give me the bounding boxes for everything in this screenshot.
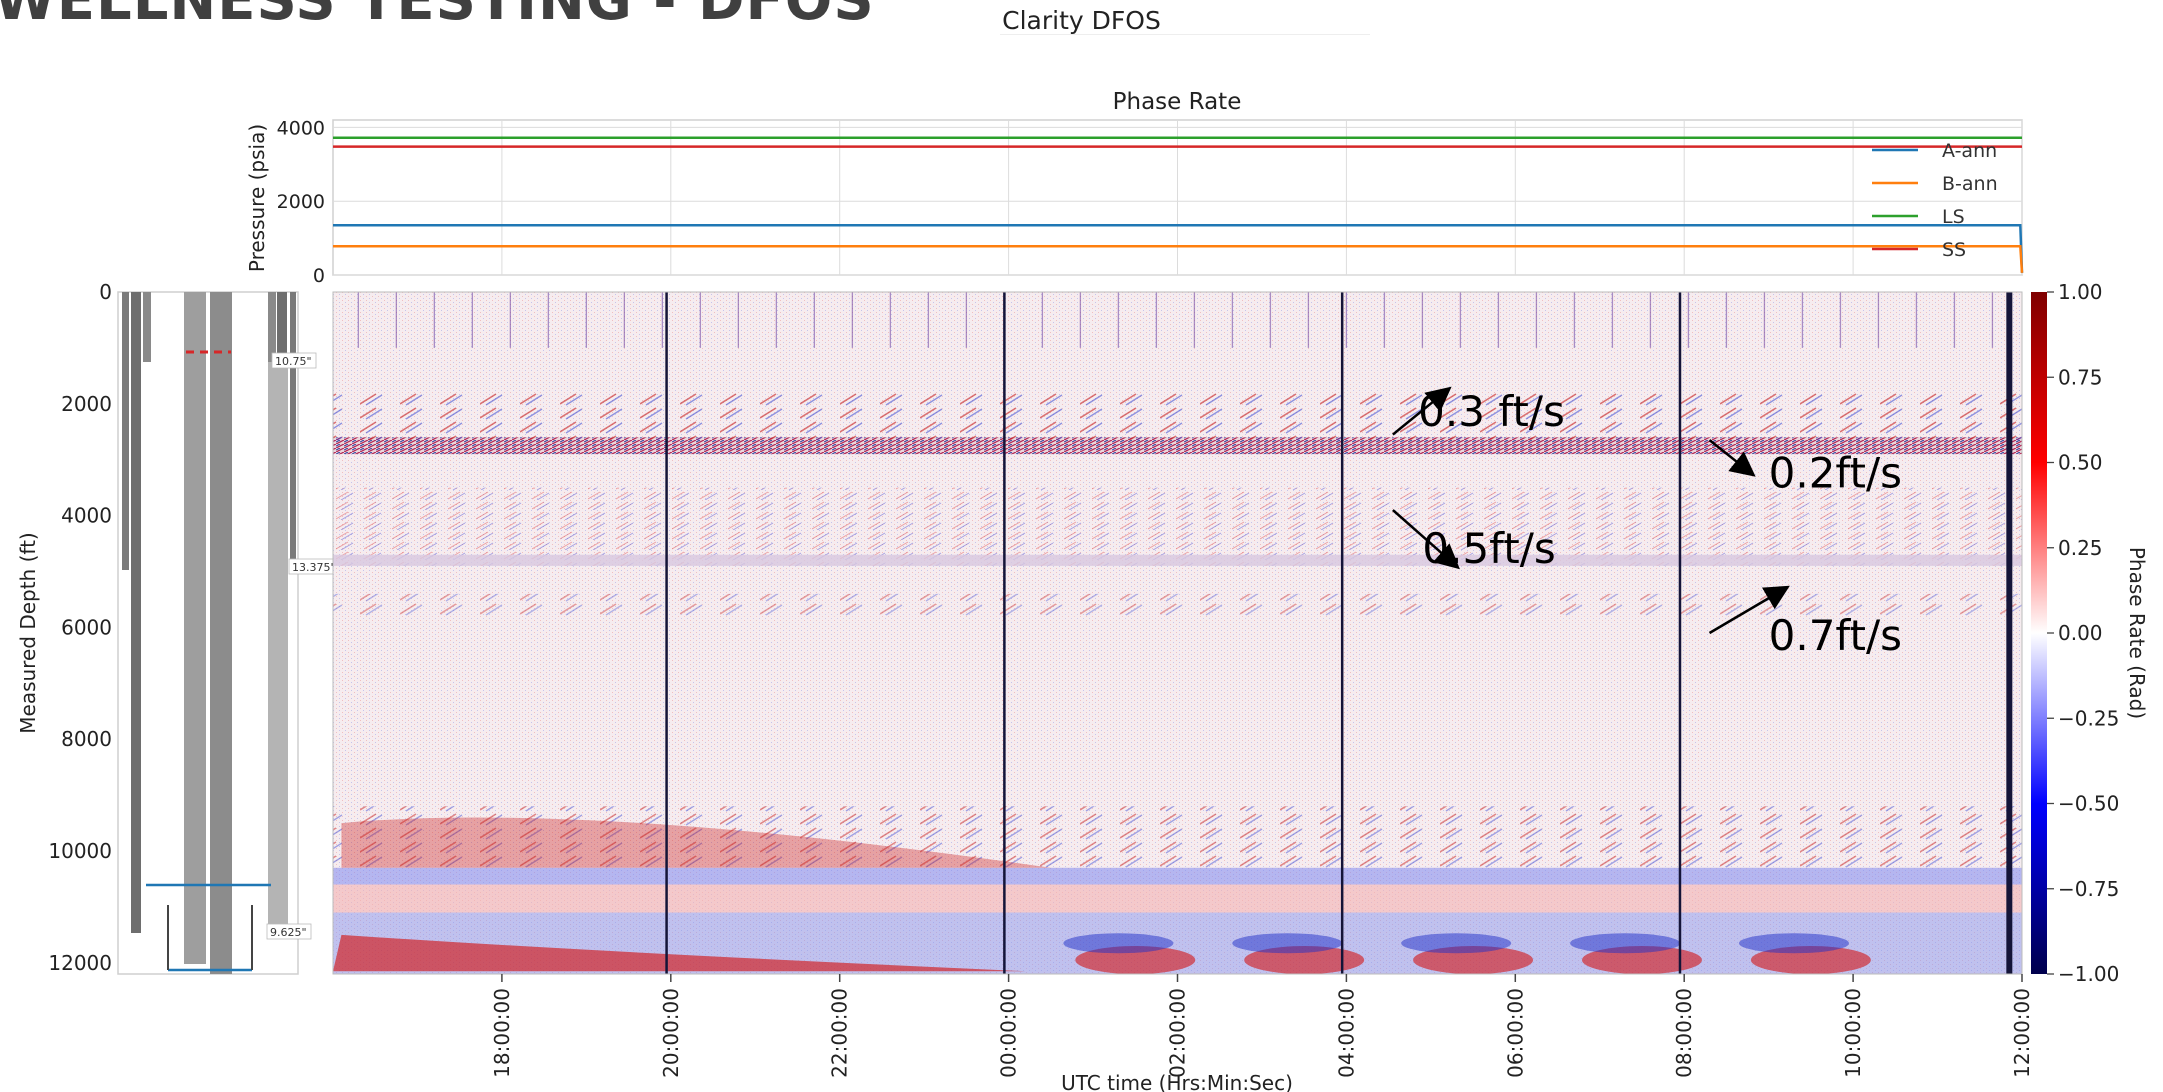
app-title: Clarity DFOS (1002, 6, 1161, 35)
time-tick-label: 10:00:00 (1841, 988, 1865, 1078)
phase-rate-waterfall: 0 2000 4000 6000 8000 10000 12000 Measured Dep… (16, 280, 2034, 1092)
slide-title: WELLNESS TESTING - DFOS (0, 0, 875, 33)
time-tick-label: 08:00:00 (1672, 988, 1696, 1078)
legend-label-ls: LS (1942, 206, 1965, 228)
pressure-legend: A-ann B-ann LS SS (1872, 140, 1998, 261)
heatmap-depth-band (333, 593, 2022, 617)
heatmap-depth-band (333, 392, 2022, 441)
heatmap-depth-band (333, 884, 2022, 913)
time-markers (665, 292, 2013, 974)
casing-label-box (266, 923, 312, 940)
time-tick-label: 18:00:00 (490, 988, 514, 1078)
colorbar-tick-label: −1.00 (2058, 962, 2119, 986)
colorbar-tick-label: −0.50 (2058, 792, 2119, 816)
velocity-arrow (1708, 439, 1756, 477)
heatmap-slug-blob (1581, 946, 1702, 975)
heatmap-bottom-plume (333, 934, 1026, 972)
time-tick-label: 12:00:00 (2010, 988, 2034, 1078)
heatmap-depth-band (333, 487, 2022, 566)
time-tick-label: 00:00:00 (997, 988, 1021, 1078)
colorbar-tick-label: 0.00 (2058, 621, 2103, 645)
heatmap-features (333, 292, 2022, 975)
colorbar-tick-label: −0.25 (2058, 706, 2119, 730)
pressure-chart-title: Phase Rate (1113, 89, 1242, 115)
production-casing-left (184, 292, 206, 964)
time-axis-label: UTC time (Hrs:Min:Sec) (1061, 1071, 1293, 1092)
colorbar-label: Phase Rate (Rad) (2125, 547, 2149, 719)
surface-casing-left (131, 292, 141, 933)
legend-label-b-ann: B-ann (1942, 173, 1998, 195)
casing-label-text: 13.375" (292, 561, 336, 574)
heatmap-depth-band (333, 554, 2022, 566)
casing-label-text: 9.625" (270, 926, 307, 939)
casing-label-text: 10.75" (275, 355, 312, 368)
time-tick-label: 04:00:00 (1334, 988, 1358, 1078)
tubing-string (210, 292, 232, 974)
heatmap-slug-blob (1570, 933, 1681, 954)
title-divider (1000, 34, 1370, 35)
casing-size-labels: 10.75" 13.375" 9.625" (266, 352, 336, 940)
depth-axis-ticks: 0 2000 4000 6000 8000 10000 12000 (48, 280, 112, 975)
depth-axis-label: Measured Depth (ft) (16, 532, 40, 733)
wellbore-schematic: 10.75" 13.375" 9.625" (117, 291, 336, 975)
pressure-y-tick-label: 2000 (277, 191, 325, 213)
colorbar-tick-label: 0.25 (2058, 536, 2103, 560)
depth-tick-label: 10000 (48, 839, 112, 863)
colorbar-ticks: 1.00 0.75 0.50 0.25 0.00 −0.25 −0.50 −0.75 −1.00 (2047, 280, 2119, 986)
pressure-y-ticks: 0 2000 4000 (277, 117, 325, 287)
velocity-label: 0.5ft/s (1422, 524, 1555, 573)
conductor-casing-left (122, 292, 129, 570)
velocity-label: 0.7ft/s (1769, 611, 1902, 660)
legend-label-a-ann: A-ann (1942, 140, 1997, 162)
colorbar-tick-label: 0.75 (2058, 365, 2103, 389)
time-axis-ticks: 18:00:00 20:00:00 22:00:00 00:00:00 02:00:00… (490, 974, 2034, 1078)
colorbar-gradient (2031, 292, 2047, 974)
pressure-y-axis-label: Pressure (psia) (245, 124, 269, 272)
heatmap-depth-band (333, 806, 2022, 868)
intermediate-casing-left (143, 292, 151, 362)
time-tick-label: 22:00:00 (828, 988, 852, 1078)
time-tick-label: 06:00:00 (1503, 988, 1527, 1078)
depth-tick-label: 4000 (61, 504, 112, 528)
velocity-label: 0.3 ft/s (1418, 387, 1565, 436)
pressure-y-tick-label: 0 (313, 265, 325, 287)
heatmap-slug-blob (1075, 946, 1196, 975)
velocity-arrow (1392, 509, 1460, 570)
heatmap-slug-blob (1063, 933, 1174, 954)
depth-tick-label: 2000 (61, 392, 112, 416)
pressure-y-tick-label: 4000 (277, 117, 325, 139)
legend-label-ss: SS (1942, 239, 1966, 261)
heatmap-slug-blob (1244, 946, 1365, 975)
colorbar-tick-label: 1.00 (2058, 280, 2103, 304)
series-line-b-ann (333, 244, 2024, 273)
heatmap-slug-blob (1401, 933, 1512, 954)
depth-tick-label: 6000 (61, 615, 112, 639)
depth-tick-label: 0 (99, 280, 112, 304)
intermediate-casing-right (268, 292, 276, 362)
heatmap-slug-blob (1750, 946, 1871, 975)
pressure-series-lines (333, 136, 2024, 273)
velocity-arrow (1392, 386, 1452, 436)
casing-label-box (271, 352, 317, 369)
colorbar-tick-label: 0.50 (2058, 451, 2103, 475)
velocity-annotations: 0.3 ft/s 0.2ft/s 0.5ft/s 0.7ft/s (1392, 386, 1902, 660)
velocity-arrow (1708, 585, 1790, 635)
colorbar-tick-label: −0.75 (2058, 877, 2119, 901)
depth-tick-label: 8000 (61, 727, 112, 751)
heatmap-slug-blob (1413, 946, 1534, 975)
depth-tick-label: 12000 (48, 951, 112, 975)
time-tick-label: 02:00:00 (1166, 988, 1190, 1078)
heatmap-slug-blob (1232, 933, 1343, 954)
velocity-label: 0.2ft/s (1769, 449, 1902, 498)
phase-rate-colorbar: 1.00 0.75 0.50 0.25 0.00 −0.25 −0.50 −0.75 −1.00… (2031, 280, 2149, 986)
pressure-chart: Phase Rate 0 2000 4000 Pressure (psia) A-a… (245, 89, 2024, 287)
conductor-casing-right (290, 292, 296, 570)
time-tick-label: 20:00:00 (659, 988, 683, 1078)
heatmap-depth-band (333, 437, 2022, 455)
heatmap-upper-plume (341, 817, 1051, 868)
liner-right (268, 362, 288, 933)
heatmap-depth-band (333, 867, 2022, 885)
heatmap-slug-blob (1738, 933, 1849, 954)
